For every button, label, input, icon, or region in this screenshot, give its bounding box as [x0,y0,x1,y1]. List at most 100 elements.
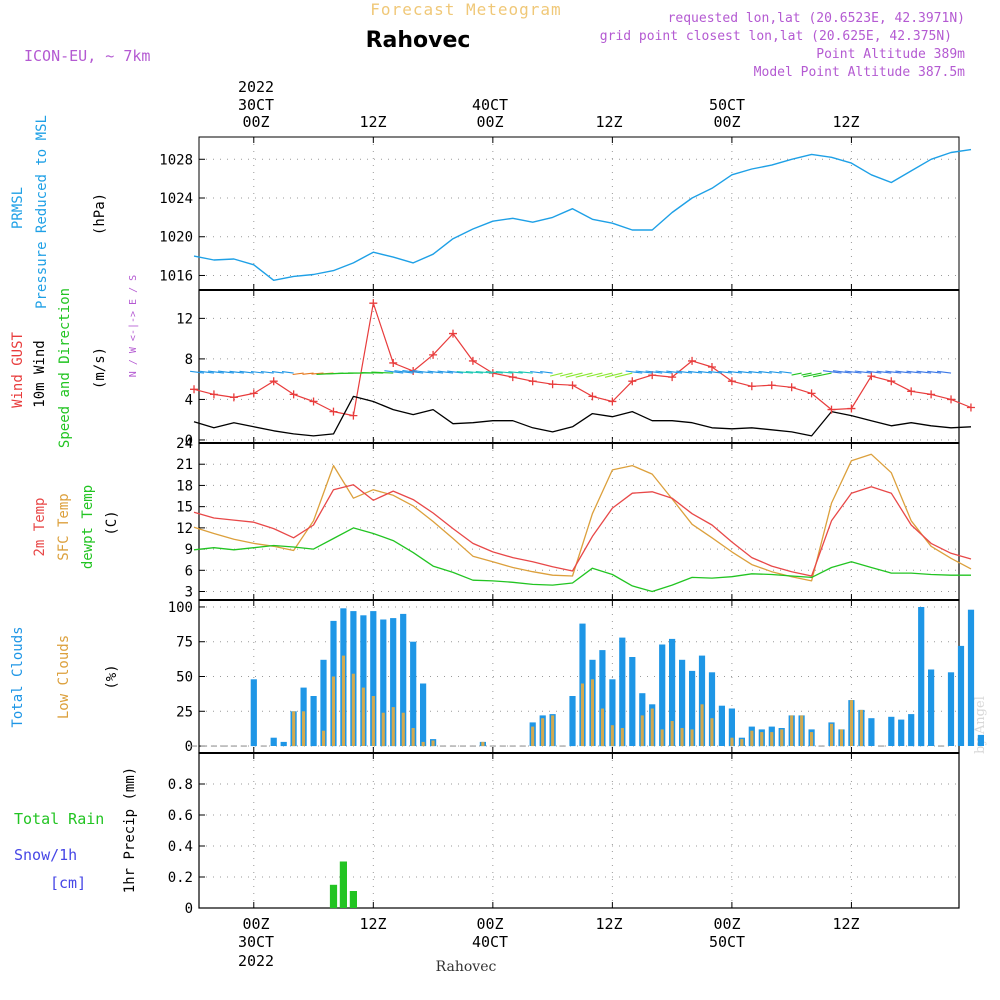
wind-arrow-2 [260,370,274,374]
wind-arrow-42 [655,370,673,374]
gust-marker-24 [668,373,677,382]
low-cloud-bar-21 [401,712,405,747]
low-cloud-bar-52 [710,718,714,746]
top-date-label-2: 40CT [472,96,508,114]
wind-arrow-49 [727,370,742,374]
total-cloud-bar-50 [689,670,696,746]
total-cloud-bar-17 [360,615,367,746]
total-cloud-bar-77 [957,645,965,746]
total-cloud-bar-71 [898,719,905,746]
wind-label-gust: Wind GUST [10,332,26,408]
total-cloud-bar-22 [410,641,417,746]
low-cloud-bar-49 [680,728,684,747]
panel-labels: PRMSL Pressure Reduced to MSL (hPa) Wind… [10,115,139,893]
temp-label-unit: (C) [104,510,120,535]
wind-arrow-24 [475,370,493,374]
low-cloud-bar-54 [730,737,734,746]
ytick-label-pressure-1: 1020 [159,230,193,246]
total-cloud-bar-47 [659,644,666,746]
gust-marker-30 [787,383,796,392]
total-cloud-bar-72 [908,714,915,747]
gust-marker-0 [190,385,199,394]
total-cloud-bar-48 [669,638,676,746]
wind-arrow-31 [549,372,563,377]
wind-arrow-56 [801,372,812,376]
gust-marker-14 [468,356,477,365]
bottom-tick-5: 12Z [832,915,859,933]
ytick-label-precip-0: 0 [185,901,193,917]
gust-marker-3 [249,389,258,398]
wind-arrow-7 [311,372,324,375]
ytick-label-pressure-3: 1028 [159,152,193,168]
total-cloud-bar-19 [380,619,387,747]
bottom-axis: 00Z 12Z 00Z 12Z 00Z 12Z 30CT 2022 40CT 5… [238,915,860,970]
gust-marker-37 [927,390,936,399]
gust-marker-8 [349,411,358,420]
header-model: ICON-EU, ~ 7km [24,47,150,65]
low-cloud-bar-41 [600,708,604,747]
pressure-label-unit: (hPa) [92,193,108,235]
wind-arrow-51 [748,370,762,374]
wind-arrow-52 [758,370,772,374]
total-cloud-bar-38 [569,696,576,747]
wind-arrow-27 [508,371,523,374]
gust-marker-6 [309,397,318,406]
wind-arrow-70 [937,370,952,374]
low-cloud-bar-42 [610,725,614,747]
low-cloud-bar-16 [351,673,355,746]
total-cloud-bar-49 [679,659,686,746]
low-cloud-bar-62 [810,732,814,746]
low-cloud-bar-39 [580,683,584,747]
total-cloud-bar-68 [868,718,875,746]
bottom-tick-0: 00Z [242,915,269,933]
gust-marker-19 [568,381,577,390]
total-cloud-bar-13 [320,659,327,746]
gust-marker-18 [548,380,557,389]
gust-marker-23 [648,371,657,380]
gust-marker-13 [448,329,457,338]
wind-arrow-23 [465,370,483,374]
low-cloud-bar-11 [302,711,306,747]
low-cloud-bar-65 [839,729,843,747]
low-cloud-bar-59 [780,729,784,747]
gust-marker-21 [608,397,617,406]
header-point-altitude: Point Altitude 389m [816,47,965,62]
wind-arrow-30 [540,370,553,374]
total-cloud-bar-6 [250,679,257,747]
precip-label-snow: Snow/1h [14,846,77,864]
wind-arrow-44 [676,370,693,374]
total-cloud-bar-8 [270,737,277,746]
top-tick-4: 00Z [713,113,740,131]
rain-bar-0 [329,884,338,909]
wind-label-unit: (m/s) [92,347,108,389]
ytick-label-precip-2: 0.4 [168,839,193,855]
ytick-label-temperature-3: 12 [176,521,193,537]
wind-label-10m: 10m Wind [32,340,48,407]
ytick-label-precip-3: 0.6 [168,808,193,824]
wind-arrow-3 [271,371,284,374]
total-cloud-bar-53 [718,705,725,746]
wind-arrow-53 [769,370,782,374]
low-cloud-bar-58 [770,732,774,746]
wind-arrow-33 [565,372,583,378]
wind-arrow-38 [614,372,633,378]
total-cloud-bar-54 [728,708,735,747]
sfc-temp-line [193,453,972,582]
wind-arrow-18 [412,369,434,374]
total-cloud-bar-52 [708,672,716,746]
rain-bar-2 [349,891,357,908]
low-cloud-bar-18 [371,696,375,747]
wind-arrow--2 [218,370,234,374]
gust-marker-31 [807,389,816,398]
gust-marker-26 [707,363,716,372]
ytick-label-temperature-6: 21 [176,457,193,473]
low-cloud-bar-56 [750,730,754,746]
wind-arrow-16 [394,370,414,374]
gust-marker-33 [847,404,856,413]
gust-marker-34 [867,372,876,381]
wind-compass: N / W <-|-> E / S [128,275,139,377]
temp-label-sfc: SFC Temp [56,493,72,560]
wind-arrow-14 [371,371,394,374]
low-cloud-bar-46 [650,708,654,747]
